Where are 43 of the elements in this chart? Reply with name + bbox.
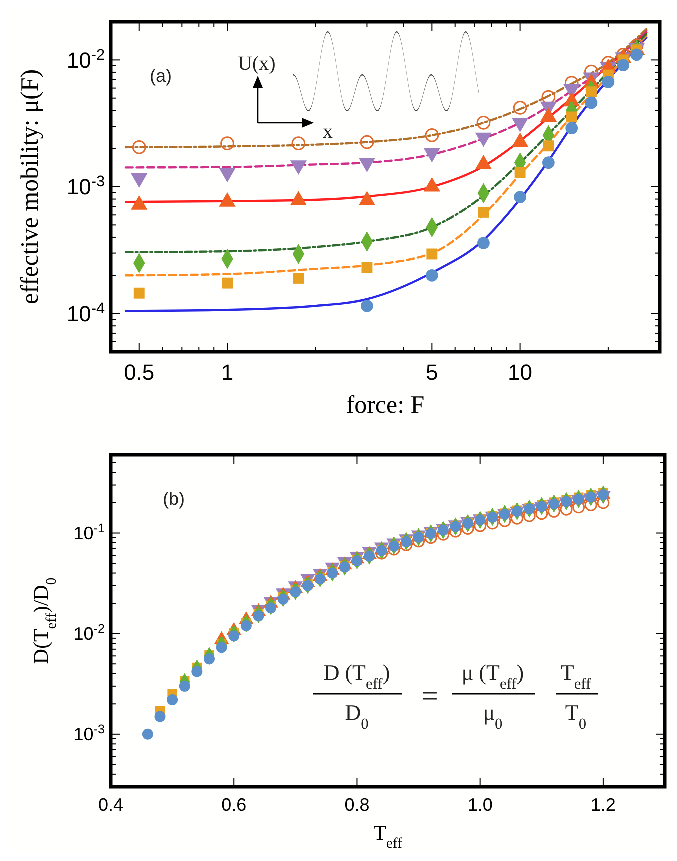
x-tick-label: 0.8 (344, 795, 370, 815)
annotation: U(x) (238, 53, 276, 75)
annotation: μ$_{0}$ (483, 700, 504, 732)
annotation: (a) (150, 66, 172, 86)
point (228, 630, 240, 642)
x-tick-label: 10 (508, 360, 533, 385)
x-tick-label: 1 (221, 360, 234, 385)
point (253, 610, 264, 622)
annotation: D (T$_{eff}$) (324, 660, 390, 692)
annotation: T$_{0}$ (565, 700, 587, 732)
point (192, 666, 203, 678)
point (154, 711, 166, 722)
x-tick-label: 0.6 (222, 795, 247, 815)
point (167, 694, 178, 706)
point (240, 620, 252, 632)
point (204, 654, 215, 665)
x-tick-label: 5 (426, 360, 438, 385)
point (548, 498, 560, 510)
y-tick-label: 10$^{-1}$ (74, 522, 105, 544)
y-axis-title: effective mobility: μ(F) (17, 69, 44, 305)
x-axis-title: T$_{eff}$ (374, 821, 403, 852)
point (586, 492, 597, 503)
y-tick-label: 10$^{-2}$ (74, 622, 105, 644)
point (561, 496, 572, 508)
x-axis-title: force: F (346, 392, 425, 419)
annotation: = (422, 680, 438, 713)
point (179, 680, 190, 692)
x-tick-label: 1.0 (468, 795, 493, 815)
y-tick-label: 10$^{-3}$ (66, 173, 105, 200)
point (142, 728, 154, 740)
annotation: μ (T$_{eff}$) (462, 660, 524, 692)
y-tick-label: 10$^{-4}$ (66, 300, 106, 327)
x-tick-label: 0.5 (124, 360, 155, 385)
annotation: (b) (163, 489, 185, 509)
y-tick-label: 10$^{-2}$ (66, 46, 105, 73)
x-tick-label: 1.2 (590, 795, 616, 815)
annotation: T$_{eff}$ (560, 660, 592, 692)
annotation: x (323, 121, 333, 143)
y-tick-label: 10$^{-3}$ (74, 722, 105, 745)
point (266, 602, 277, 614)
point (216, 642, 228, 654)
annotation: D$_{0}$ (345, 700, 370, 732)
x-tick-label: 0.4 (98, 795, 124, 815)
